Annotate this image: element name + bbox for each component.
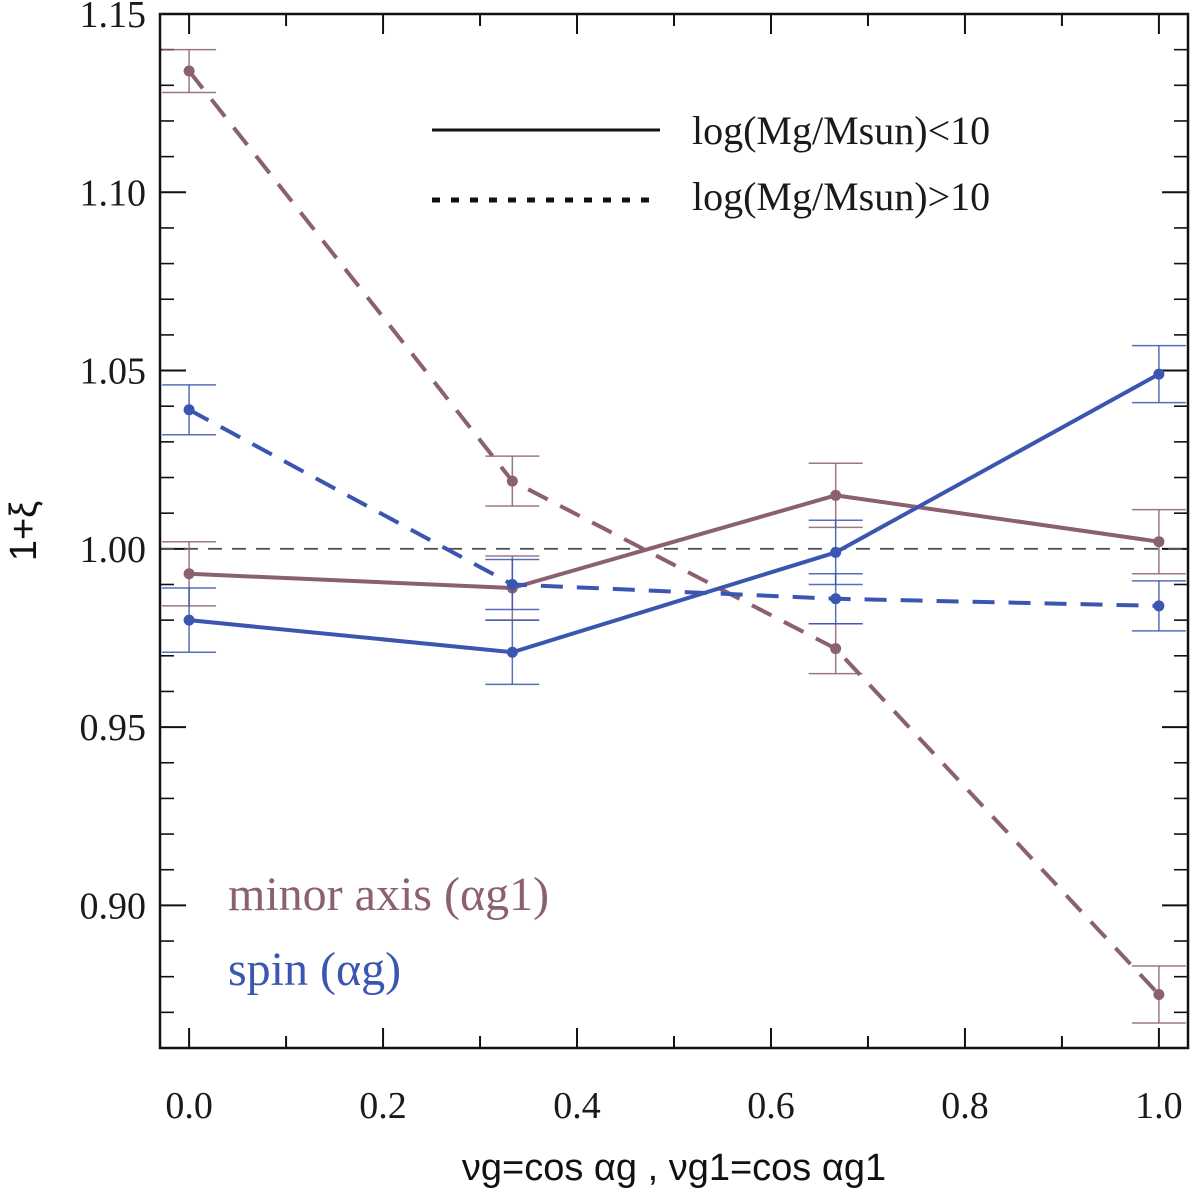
plot-frame <box>158 12 1190 1050</box>
data-point <box>506 646 518 658</box>
data-point <box>183 568 195 580</box>
annotation-spin: spin (αg) <box>228 943 401 996</box>
data-point <box>1153 600 1165 612</box>
x-tick-label: 0.0 <box>165 1085 213 1127</box>
y-tick-label: 1.00 <box>80 529 147 571</box>
y-tick-label: 0.95 <box>80 707 147 749</box>
data-point <box>1153 989 1165 1001</box>
data-point <box>183 614 195 626</box>
data-point <box>506 475 518 487</box>
y-tick-label: 1.05 <box>80 351 147 393</box>
x-tick-label: 0.2 <box>359 1085 407 1127</box>
data-point <box>506 578 518 590</box>
series-line-minor-dashed <box>187 69 1161 996</box>
x-axis-title: νg=cos αg , νg1=cos αg1 <box>462 1147 886 1189</box>
series-line-minor-solid <box>189 493 1160 591</box>
tick-label-layer: 0.0 0.2 0.4 0.6 0.8 1.0 0.90 0.95 1.00 1.05 1.10 1.… <box>80 0 1183 1127</box>
annotation-minor-axis: minor axis (αg1) <box>228 868 549 921</box>
data-point <box>183 404 195 416</box>
data-point <box>830 593 842 605</box>
data-point <box>1153 368 1165 380</box>
x-tick-label: 0.8 <box>941 1085 989 1127</box>
series-line-spin-solid <box>188 372 1160 655</box>
x-tick-label: 0.4 <box>553 1085 601 1127</box>
data-point <box>1153 536 1165 548</box>
legend-label-dotted: log(Mg/Msun)>10 <box>692 174 990 219</box>
y-tick-label: 1.10 <box>80 172 147 214</box>
data-point <box>830 489 842 501</box>
y-tick-label: 1.15 <box>80 0 147 36</box>
y-axis-title: 1+ξ <box>3 501 45 561</box>
x-tick-label: 1.0 <box>1135 1085 1183 1127</box>
series-layer <box>162 48 1186 1024</box>
series-line-spin-dashed <box>188 408 1159 608</box>
legend: log(Mg/Msun)<10 log(Mg/Msun)>10 <box>432 108 990 219</box>
data-point <box>830 643 842 655</box>
data-point <box>830 546 842 558</box>
y-tick-label: 0.90 <box>80 885 147 927</box>
ticks-layer <box>160 13 1188 1049</box>
legend-label-solid: log(Mg/Msun)<10 <box>692 108 990 153</box>
x-tick-label: 0.6 <box>747 1085 795 1127</box>
data-point <box>183 65 195 77</box>
